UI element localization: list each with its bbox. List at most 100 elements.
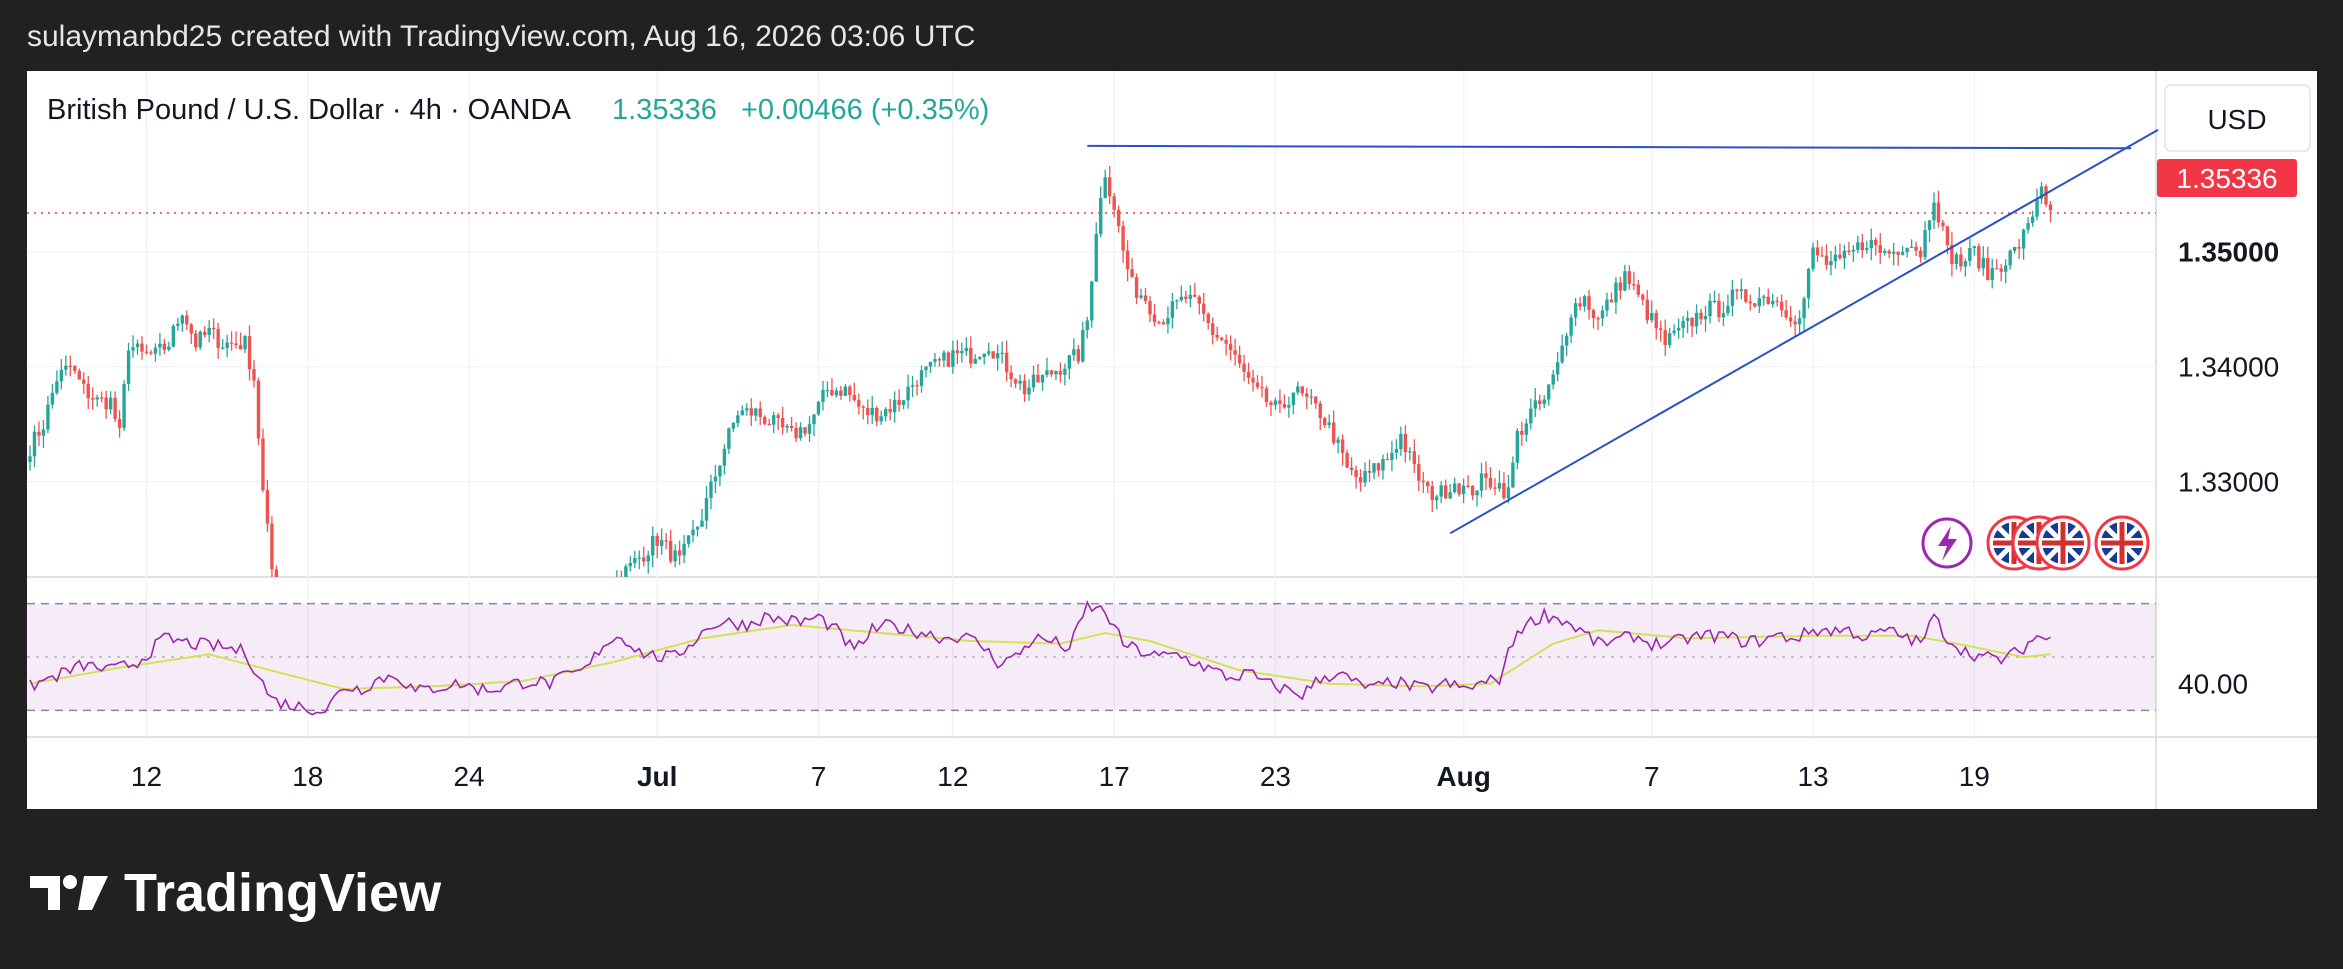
candle-body — [1587, 296, 1591, 310]
candle-body — [153, 347, 158, 354]
candle-body — [86, 383, 90, 399]
currency-button[interactable] — [2164, 84, 2311, 152]
candle-body — [1999, 268, 2003, 272]
candle-body — [1672, 330, 1676, 334]
time-tick-label: 24 — [453, 761, 484, 792]
candle-body — [1488, 477, 1493, 488]
candle-body — [238, 345, 243, 350]
candle-body — [1591, 309, 1596, 319]
candle-body — [162, 343, 167, 350]
candle-body — [1452, 483, 1457, 493]
candle-body — [1013, 379, 1018, 384]
candle-body — [189, 324, 193, 334]
rsi-band — [27, 602, 2156, 712]
uk-flag-icon[interactable] — [2094, 515, 2150, 571]
trendlines[interactable] — [1087, 128, 2159, 535]
candle-body — [1331, 422, 1336, 443]
candle-body — [946, 352, 951, 367]
candle-body — [1081, 330, 1085, 362]
candle-body — [816, 401, 821, 415]
candle-body — [2017, 247, 2021, 249]
flash-icon[interactable] — [1921, 517, 1973, 569]
candle-body — [1211, 323, 1215, 335]
candle-body — [1152, 314, 1157, 323]
candle-body — [1753, 303, 1757, 307]
candle-body — [1291, 392, 1296, 406]
candle-body — [1443, 485, 1448, 499]
candle-body — [789, 425, 794, 428]
candle-body — [1255, 382, 1260, 388]
candle-body — [1099, 198, 1103, 235]
candle-body — [888, 408, 892, 413]
candle-body — [108, 397, 113, 410]
candle-body — [713, 476, 718, 482]
candle-body — [978, 357, 982, 359]
candle-body — [1654, 312, 1658, 329]
candle-body — [2021, 229, 2026, 249]
candle-body — [2026, 222, 2030, 230]
candle-body — [1547, 384, 1551, 400]
candle-body — [1685, 317, 1690, 321]
candle-body — [1762, 296, 1766, 299]
candle-body — [991, 351, 995, 359]
candle-body — [1381, 458, 1385, 471]
candle-body — [1170, 301, 1175, 318]
candle-body — [211, 327, 216, 330]
candle-body — [144, 351, 149, 353]
candle-body — [1529, 408, 1533, 424]
candle-body — [1188, 294, 1193, 299]
currency-label[interactable]: USD — [2207, 104, 2266, 135]
chart-caption: sulaymanbd25 created with TradingView.co… — [27, 20, 976, 53]
chart-panel[interactable]: 12 18 24 Jul 7 12 17 23 Aug 7 13 19 1.35000 1.34000 1.… — [27, 71, 2317, 809]
candle-body — [615, 579, 618, 590]
candle-body — [973, 358, 977, 364]
time-tick-label: 23 — [1260, 761, 1291, 792]
candle-body — [1036, 374, 1040, 383]
candle-body — [2030, 216, 2035, 223]
candle-body — [677, 550, 682, 556]
rsi-line — [29, 600, 2051, 716]
candle-body — [1363, 470, 1367, 483]
uk-flag-icon[interactable] — [2035, 515, 2091, 571]
candle-body — [1891, 251, 1896, 254]
candle-body — [727, 428, 731, 449]
candle-body — [1793, 321, 1797, 325]
candle-body — [1779, 301, 1784, 311]
candle-body — [274, 569, 279, 577]
chart-svg[interactable]: 12 18 24 Jul 7 12 17 23 Aug 7 13 19 1.35000 1.34000 1.… — [27, 71, 2317, 809]
candle-body — [955, 350, 960, 354]
candle-body — [1869, 239, 1873, 249]
candle-body — [892, 399, 897, 413]
candle-body — [919, 370, 924, 386]
candle-body — [1945, 226, 1950, 245]
candle-body — [1466, 485, 1470, 487]
candle-body — [659, 540, 664, 546]
tradingview-logo[interactable]: TradingView — [30, 862, 441, 924]
candle-body — [1909, 246, 1914, 248]
symbol-title[interactable]: British Pound / U.S. Dollar · 4h · OANDA — [47, 94, 571, 126]
candle-body — [1166, 317, 1170, 325]
candle-body — [1323, 418, 1327, 426]
candle-body — [1233, 350, 1237, 355]
candle-body — [1318, 403, 1322, 419]
candle-body — [875, 408, 879, 422]
candle-body — [1116, 209, 1121, 226]
candle-body — [194, 333, 198, 348]
candle-body — [1968, 248, 1972, 262]
candle-body — [41, 429, 46, 436]
tradingview-logo-icon — [30, 875, 108, 910]
candle-body — [140, 343, 144, 352]
candle-body — [1659, 328, 1663, 331]
candle-body — [1932, 202, 1936, 221]
price-change: +0.00466 (+0.35%) — [741, 94, 989, 126]
candle-body — [1408, 451, 1412, 453]
candle-body — [1887, 250, 1891, 254]
candle-body — [1605, 299, 1609, 311]
candle-body — [1551, 374, 1555, 385]
candle-body — [695, 526, 700, 530]
candle-body — [691, 529, 695, 536]
candle-body — [928, 361, 933, 367]
candle-body — [821, 390, 825, 402]
candle-body — [1838, 254, 1842, 259]
candle-body — [866, 407, 870, 416]
